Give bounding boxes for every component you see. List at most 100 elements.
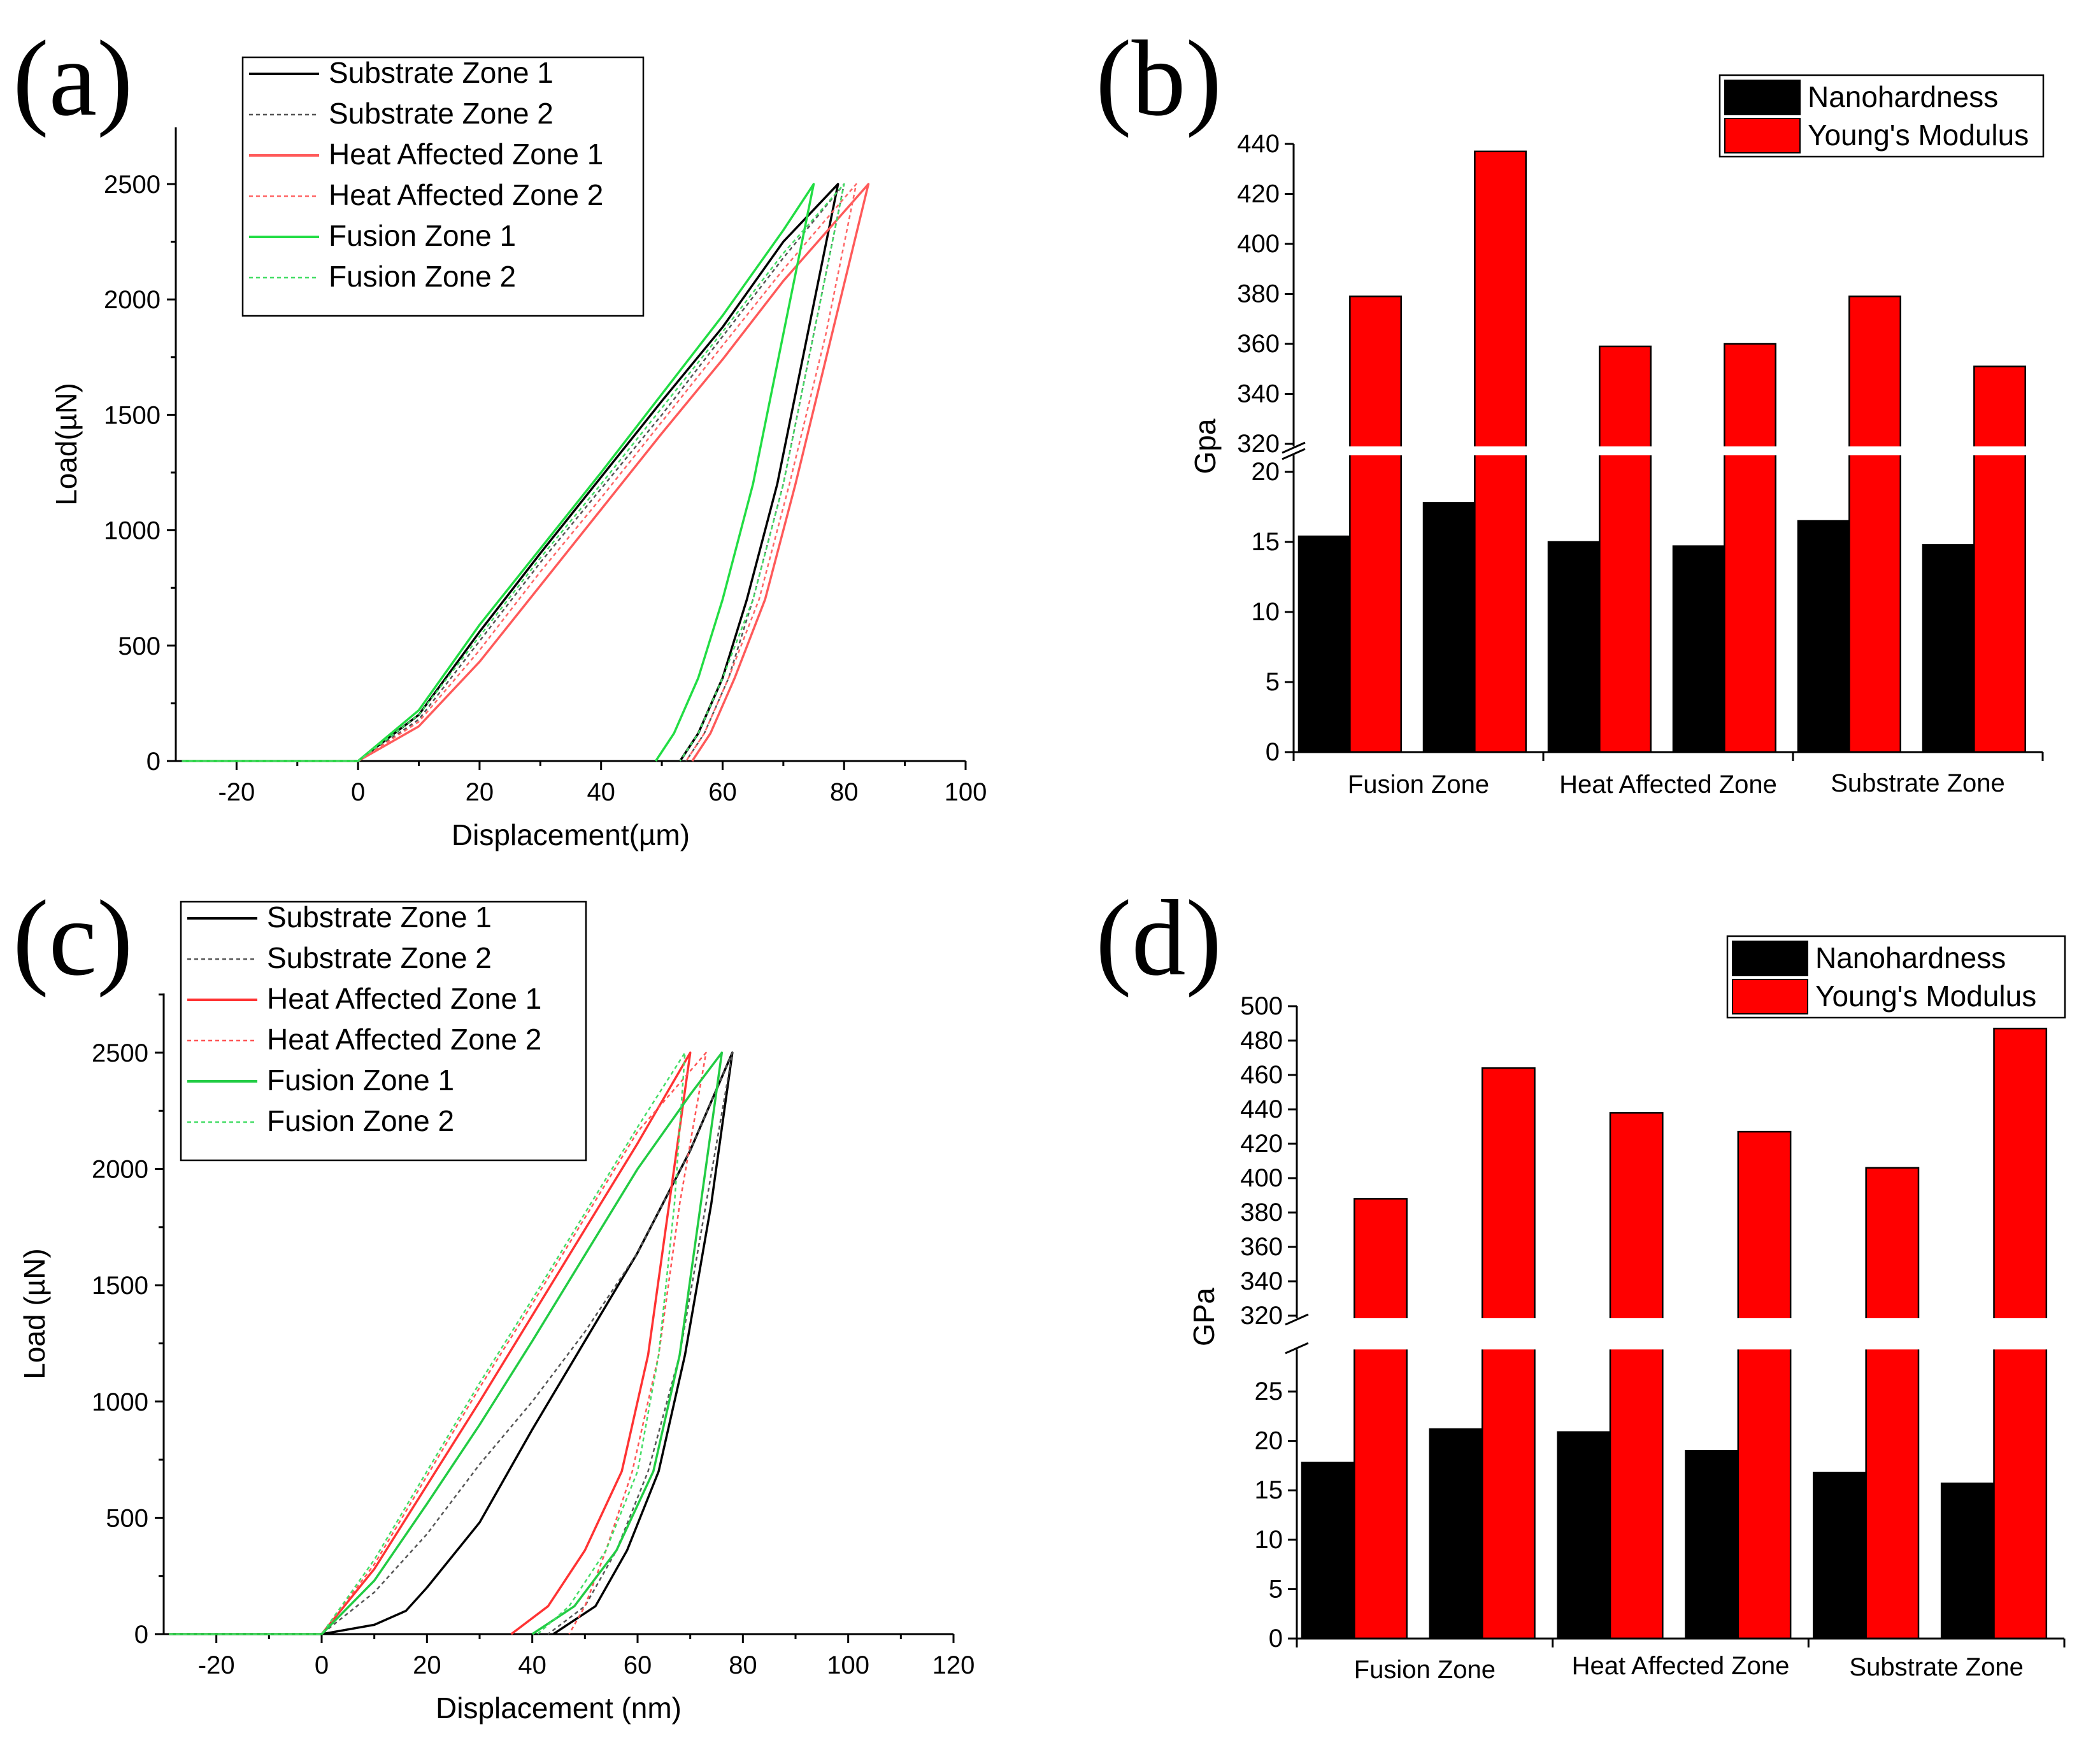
panel-c-line-chart: -20 0 20 40 60 80 100 120 0 500 1000 1500 2000 2500 Di… <box>18 900 975 1725</box>
y-tick-label: 2000 <box>104 286 161 314</box>
y-tick-label: 1000 <box>104 517 161 545</box>
panel-d-bar-chart: 320 340 360 380 400 420 440 460 480 500 0 5 10 15 20 25… <box>1187 935 2077 1684</box>
x-tick-label: -20 <box>198 1651 235 1679</box>
y-tick-label-upper: 500 <box>1240 992 1283 1020</box>
x-category-label-fusion-zone: Fusion Zone <box>1354 1656 1496 1684</box>
series-line-substrate-zone-2 <box>169 1051 734 1635</box>
y-tick-label-upper: 340 <box>1237 380 1280 408</box>
series-line-heat-affected-zone-2 <box>182 183 857 762</box>
y-tick-label-upper: 380 <box>1240 1199 1283 1227</box>
x-tick-label: 120 <box>932 1651 975 1679</box>
legend-swatch-nanohardness <box>1724 80 1801 115</box>
series-line-fusion-zone-2 <box>182 183 845 762</box>
bar-youngs-modulus-4 <box>1724 343 1776 753</box>
legend-label-substrate-zone-2: Substrate Zone 2 <box>267 941 492 974</box>
y-tick-label-upper: 440 <box>1240 1095 1283 1123</box>
y-tick-label-lower: 0 <box>1269 1625 1283 1653</box>
x-tick-label: 60 <box>624 1651 652 1679</box>
y-tick-label: 500 <box>106 1504 148 1532</box>
series-line-fusion-zone-2 <box>169 1051 686 1635</box>
series-line-heat-affected-zone-1 <box>169 1051 692 1635</box>
y-tick-label-lower: 25 <box>1255 1377 1283 1405</box>
y-tick-label-upper: 360 <box>1240 1233 1283 1261</box>
x-category-label-fusion-zone: Fusion Zone <box>1348 771 1489 799</box>
x-tick-label: 0 <box>315 1651 329 1679</box>
y-tick-label: 0 <box>146 748 161 776</box>
axis-break-mark <box>1282 441 1306 454</box>
x-tick-label: 20 <box>413 1651 441 1679</box>
x-tick-label: 80 <box>830 778 859 806</box>
x-tick-label: -20 <box>218 778 255 806</box>
y-tick-label-lower: 15 <box>1255 1476 1283 1504</box>
legend-label-fusion-zone-2: Fusion Zone 2 <box>329 260 516 293</box>
y-tick-label: 2000 <box>92 1156 148 1184</box>
y-tick-label-upper: 460 <box>1240 1061 1283 1089</box>
x-tick-label: 0 <box>351 778 365 806</box>
bar-nanohardness-1 <box>1301 1462 1355 1640</box>
legend-box <box>180 900 587 1162</box>
series-line-heat-affected-zone-2 <box>169 1051 707 1635</box>
y-tick-label-upper: 360 <box>1237 330 1280 358</box>
bar-youngs-modulus-5 <box>1848 295 1901 753</box>
y-tick-label-upper: 320 <box>1240 1302 1283 1330</box>
y-axis-title: Gpa <box>1189 418 1222 474</box>
y-tick-label-upper: 420 <box>1240 1130 1283 1158</box>
panel-label-c: (c) <box>13 878 133 998</box>
x-tick-label: 40 <box>518 1651 546 1679</box>
legend-label-fusion-zone-2: Fusion Zone 2 <box>267 1104 454 1137</box>
panel-a-line-chart: -20 0 20 40 60 80 10005001000150020002500Displ… <box>50 56 987 851</box>
legend-label-heat-affected-zone-1: Heat Affected Zone 1 <box>329 138 603 171</box>
panel-label-b: (b) <box>1096 18 1222 138</box>
x-tick-label: 80 <box>729 1651 757 1679</box>
y-tick-label-upper: 420 <box>1237 180 1280 208</box>
panel-b-bar-chart: 320 340 360 380 400 420 440 0 5 10 15 20 Fusion Zone… <box>1189 74 2055 799</box>
y-tick-label-lower: 5 <box>1266 668 1280 696</box>
y-tick-label-upper: 380 <box>1237 280 1280 308</box>
x-axis-title: Displacement(µm) <box>452 818 690 851</box>
y-tick-label-upper: 320 <box>1237 430 1280 458</box>
bar-youngs-modulus-4 <box>1737 1130 1792 1640</box>
y-tick-label: 0 <box>134 1621 148 1649</box>
bar-nanohardness-2 <box>1429 1428 1483 1640</box>
y-tick-label-lower: 10 <box>1255 1526 1283 1554</box>
legend-swatch-young-s-modulus <box>1724 118 1801 153</box>
legend-label-nanohardness: Nanohardness <box>1815 941 2006 974</box>
y-tick-label-upper: 440 <box>1237 130 1280 158</box>
y-tick-label-upper: 400 <box>1240 1164 1283 1192</box>
axis-break-mark <box>1285 1342 1309 1355</box>
legend: Substrate Zone 1 Substrate Zone 2 Heat Aff… <box>180 900 587 1162</box>
y-tick-label-upper: 340 <box>1240 1267 1283 1295</box>
bar-nanohardness-5 <box>1813 1472 1867 1640</box>
legend-swatch-young-s-modulus <box>1732 979 1808 1014</box>
legend: Substrate Zone 1 Substrate Zone 2 Heat Aff… <box>241 56 645 317</box>
axis-break-mark <box>1285 1313 1309 1326</box>
y-tick-label: 500 <box>118 632 161 660</box>
axis-break-gap <box>1281 446 2055 455</box>
y-tick-label-lower: 10 <box>1252 598 1280 626</box>
y-axis-title: Load (µN) <box>18 1248 51 1379</box>
legend-label-young-s-modulus: Young's Modulus <box>1808 118 2029 152</box>
legend-label-young-s-modulus: Young's Modulus <box>1815 979 2036 1013</box>
legend-label-heat-affected-zone-1: Heat Affected Zone 1 <box>267 982 541 1015</box>
y-tick-label: 2500 <box>92 1039 148 1067</box>
legend-label-substrate-zone-2: Substrate Zone 2 <box>329 97 554 130</box>
bar-youngs-modulus-1 <box>1349 295 1402 753</box>
bar-nanohardness-4 <box>1685 1449 1739 1640</box>
legend: Nanohardness Young's Modulus <box>1718 74 2045 158</box>
bar-nanohardness-6 <box>1922 544 1975 753</box>
y-tick-label-upper: 400 <box>1237 230 1280 258</box>
y-axis-title: GPa <box>1187 1288 1220 1346</box>
x-tick-label: 40 <box>587 778 615 806</box>
y-tick-label: 1500 <box>104 401 161 429</box>
x-category-label-substrate-zone: Substrate Zone <box>1849 1653 2024 1681</box>
x-tick-label: 100 <box>945 778 987 806</box>
x-category-label-heat-affected-zone: Heat Affected Zone <box>1572 1652 1790 1680</box>
legend-swatch-nanohardness <box>1732 941 1808 976</box>
series-line-substrate-zone-1 <box>169 1051 734 1635</box>
bar-nanohardness-3 <box>1557 1431 1611 1640</box>
bar-nanohardness-4 <box>1672 545 1725 753</box>
x-tick-label: 100 <box>827 1651 869 1679</box>
y-tick-label-lower: 20 <box>1252 458 1280 486</box>
x-axis-title: Displacement (nm) <box>436 1691 682 1725</box>
